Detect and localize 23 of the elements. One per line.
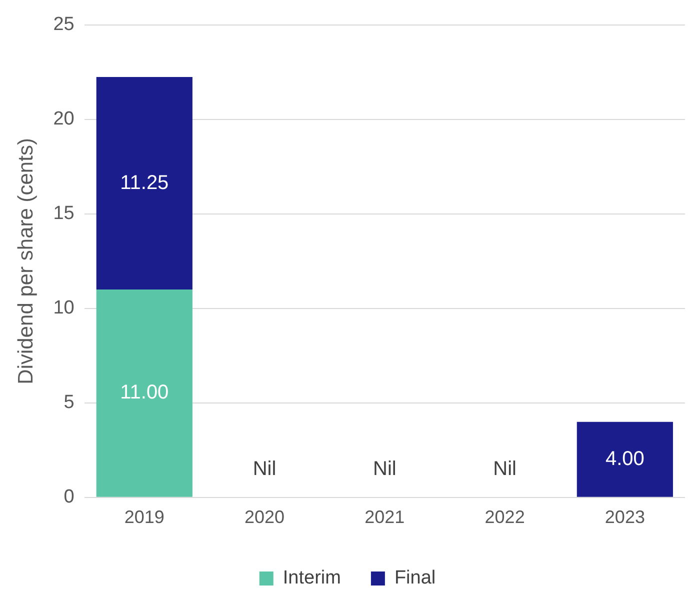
x-tick-label: 2021	[364, 507, 405, 528]
y-tick-label: 5	[64, 392, 74, 414]
x-tick-label: 2022	[484, 507, 525, 528]
y-tick-label: 20	[53, 108, 74, 130]
bar	[96, 290, 192, 497]
data-label: 11.00	[120, 382, 169, 404]
data-label: Nil	[372, 458, 396, 480]
bar	[576, 422, 673, 497]
legend-label: Interim	[282, 568, 341, 589]
data-label: Nil	[252, 458, 276, 480]
y-tick-label: 10	[53, 298, 74, 319]
data-label: Nil	[493, 458, 516, 480]
data-label: 11.25	[120, 172, 169, 194]
y-tick-label: 25	[53, 14, 74, 36]
x-tick-label: 2019	[124, 507, 164, 528]
legend-label: Final	[394, 568, 436, 589]
x-tick-label: 2023	[604, 507, 645, 528]
x-tick-label: 2020	[244, 507, 285, 528]
y-tick-label: 15	[53, 203, 74, 224]
data-label: 4.00	[605, 448, 644, 470]
bar	[96, 76, 192, 290]
y-tick-label: 0	[64, 486, 74, 508]
y-axis-title: Dividend per share (cents)	[14, 138, 38, 384]
